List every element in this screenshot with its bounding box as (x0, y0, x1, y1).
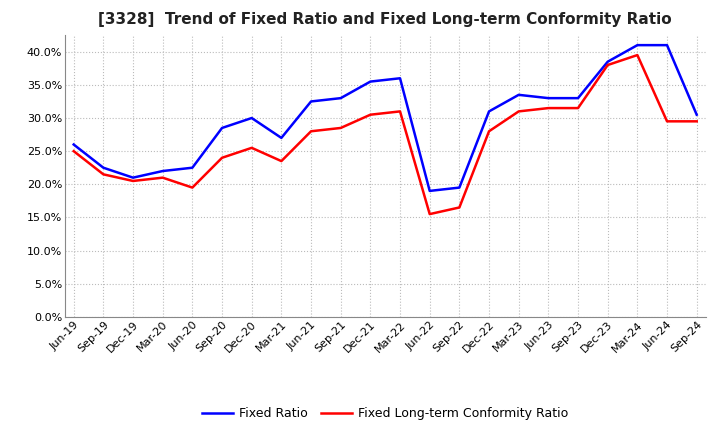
Fixed Long-term Conformity Ratio (485, 128, 493, 134)
Fixed Ratio (366, 79, 374, 84)
Fixed Ratio (426, 188, 434, 194)
Fixed Long-term Conformity Ratio (693, 119, 701, 124)
Legend: Fixed Ratio, Fixed Long-term Conformity Ratio: Fixed Ratio, Fixed Long-term Conformity … (197, 402, 573, 425)
Fixed Long-term Conformity Ratio (188, 185, 197, 190)
Fixed Ratio (248, 115, 256, 121)
Fixed Ratio (544, 95, 553, 101)
Fixed Ratio (307, 99, 315, 104)
Fixed Ratio (99, 165, 108, 170)
Fixed Long-term Conformity Ratio (514, 109, 523, 114)
Fixed Long-term Conformity Ratio (455, 205, 464, 210)
Fixed Long-term Conformity Ratio (426, 212, 434, 217)
Fixed Long-term Conformity Ratio (248, 145, 256, 150)
Fixed Ratio (129, 175, 138, 180)
Fixed Long-term Conformity Ratio (69, 149, 78, 154)
Fixed Long-term Conformity Ratio (129, 178, 138, 183)
Fixed Ratio (662, 43, 671, 48)
Fixed Long-term Conformity Ratio (574, 106, 582, 111)
Fixed Ratio (158, 169, 167, 174)
Fixed Ratio (603, 59, 612, 64)
Fixed Ratio (396, 76, 405, 81)
Fixed Long-term Conformity Ratio (396, 109, 405, 114)
Fixed Ratio (514, 92, 523, 98)
Fixed Ratio (217, 125, 226, 131)
Fixed Ratio (69, 142, 78, 147)
Fixed Long-term Conformity Ratio (603, 62, 612, 68)
Fixed Ratio (633, 43, 642, 48)
Line: Fixed Ratio: Fixed Ratio (73, 45, 697, 191)
Fixed Long-term Conformity Ratio (99, 172, 108, 177)
Fixed Long-term Conformity Ratio (158, 175, 167, 180)
Fixed Long-term Conformity Ratio (366, 112, 374, 117)
Fixed Ratio (693, 112, 701, 117)
Fixed Long-term Conformity Ratio (307, 128, 315, 134)
Fixed Long-term Conformity Ratio (662, 119, 671, 124)
Fixed Long-term Conformity Ratio (544, 106, 553, 111)
Fixed Ratio (336, 95, 345, 101)
Fixed Long-term Conformity Ratio (633, 52, 642, 58)
Fixed Ratio (485, 109, 493, 114)
Fixed Long-term Conformity Ratio (217, 155, 226, 161)
Fixed Ratio (455, 185, 464, 190)
Fixed Long-term Conformity Ratio (336, 125, 345, 131)
Fixed Long-term Conformity Ratio (277, 158, 286, 164)
Title: [3328]  Trend of Fixed Ratio and Fixed Long-term Conformity Ratio: [3328] Trend of Fixed Ratio and Fixed Lo… (99, 12, 672, 27)
Fixed Ratio (277, 135, 286, 140)
Fixed Ratio (574, 95, 582, 101)
Line: Fixed Long-term Conformity Ratio: Fixed Long-term Conformity Ratio (73, 55, 697, 214)
Fixed Ratio (188, 165, 197, 170)
